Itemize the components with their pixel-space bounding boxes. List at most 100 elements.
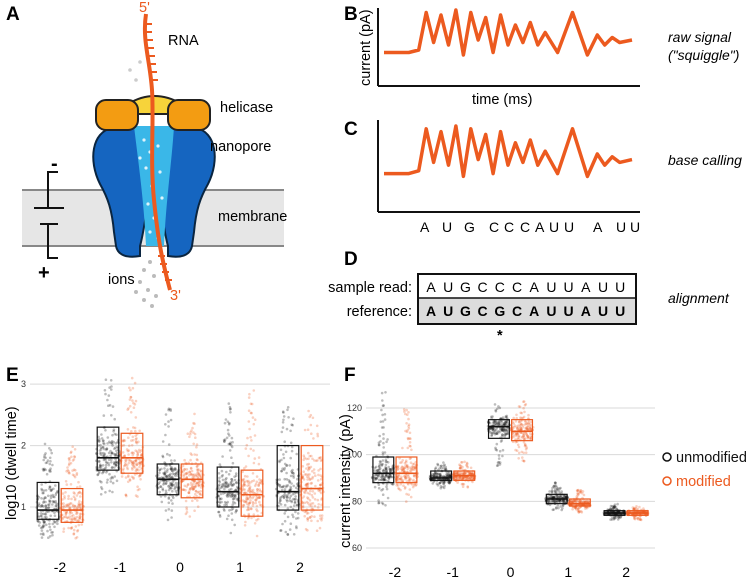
data-point <box>69 517 72 521</box>
data-point <box>171 469 174 473</box>
data-point <box>228 493 232 496</box>
data-point <box>466 462 469 466</box>
data-point <box>103 389 107 392</box>
called-base: U <box>616 219 626 235</box>
data-point <box>286 408 289 412</box>
data-point <box>127 449 130 452</box>
data-point <box>113 417 116 421</box>
data-point <box>501 454 504 458</box>
data-point <box>496 463 500 467</box>
data-point <box>279 496 283 499</box>
data-point <box>97 440 101 443</box>
sample-base: A <box>581 279 591 295</box>
data-point <box>129 395 133 399</box>
data-point <box>285 478 289 481</box>
data-point <box>105 448 108 452</box>
data-point <box>166 518 170 522</box>
data-point <box>112 428 116 432</box>
data-point <box>191 488 195 491</box>
x-tick-label: 2 <box>622 564 630 579</box>
data-point <box>77 505 80 508</box>
data-point <box>111 466 114 469</box>
data-point <box>68 515 71 518</box>
data-point <box>50 531 53 534</box>
data-point <box>282 456 286 460</box>
data-point <box>195 453 199 457</box>
data-point <box>72 528 76 532</box>
data-point <box>98 466 101 470</box>
data-point <box>555 491 558 494</box>
data-point <box>285 484 288 488</box>
data-point <box>306 517 310 520</box>
data-point <box>45 472 49 476</box>
data-point <box>132 477 135 480</box>
data-point <box>257 484 260 488</box>
reference-base: U <box>443 303 453 319</box>
data-point <box>45 461 49 464</box>
data-point <box>112 452 116 456</box>
data-point <box>127 453 130 456</box>
data-point <box>37 495 41 499</box>
data-point <box>100 480 103 484</box>
data-point <box>252 389 256 392</box>
data-point <box>281 495 284 498</box>
data-point <box>192 421 195 425</box>
data-point <box>443 480 447 484</box>
data-point <box>258 495 262 499</box>
data-point <box>47 503 51 507</box>
data-point <box>187 491 191 495</box>
data-point <box>171 494 174 498</box>
data-point <box>253 484 257 488</box>
data-point <box>305 473 308 476</box>
reference-label: reference: <box>347 304 412 320</box>
data-point <box>42 491 45 495</box>
data-point <box>111 433 114 437</box>
data-point <box>196 469 200 472</box>
data-point <box>132 461 135 465</box>
data-point <box>132 464 135 467</box>
data-point <box>42 500 46 503</box>
data-point <box>296 504 299 507</box>
data-point <box>499 419 502 423</box>
data-point <box>48 456 52 460</box>
data-point <box>230 512 234 515</box>
data-point <box>494 410 498 413</box>
data-point <box>198 492 202 496</box>
data-point <box>191 475 194 479</box>
data-point <box>40 504 44 507</box>
data-point <box>257 496 260 500</box>
data-point <box>41 525 44 528</box>
data-point <box>193 485 197 488</box>
data-point <box>285 496 289 499</box>
data-point <box>37 519 40 523</box>
data-point <box>243 474 247 478</box>
data-point <box>125 448 129 451</box>
data-point <box>286 495 289 499</box>
data-point <box>78 485 82 488</box>
legend-marker <box>662 452 672 462</box>
data-point <box>159 485 162 489</box>
data-point <box>377 501 381 505</box>
data-point <box>552 485 555 488</box>
data-point <box>294 510 297 514</box>
data-point <box>41 532 45 535</box>
data-point <box>278 460 281 464</box>
data-point <box>110 461 113 464</box>
data-point <box>79 512 83 516</box>
data-point <box>129 460 133 463</box>
data-point <box>250 516 253 520</box>
data-point <box>247 481 250 484</box>
data-point <box>230 478 234 481</box>
data-point <box>220 497 223 501</box>
data-point <box>282 411 285 414</box>
data-point <box>461 476 465 479</box>
panel-b: B current (pA) time (ms) raw signal ("sq… <box>344 4 739 108</box>
data-point <box>519 422 523 426</box>
data-point <box>70 526 74 529</box>
data-point <box>62 530 65 533</box>
data-point <box>612 517 616 520</box>
data-point <box>226 495 229 498</box>
data-point <box>167 443 171 446</box>
data-point <box>43 442 47 446</box>
data-point <box>280 430 284 434</box>
